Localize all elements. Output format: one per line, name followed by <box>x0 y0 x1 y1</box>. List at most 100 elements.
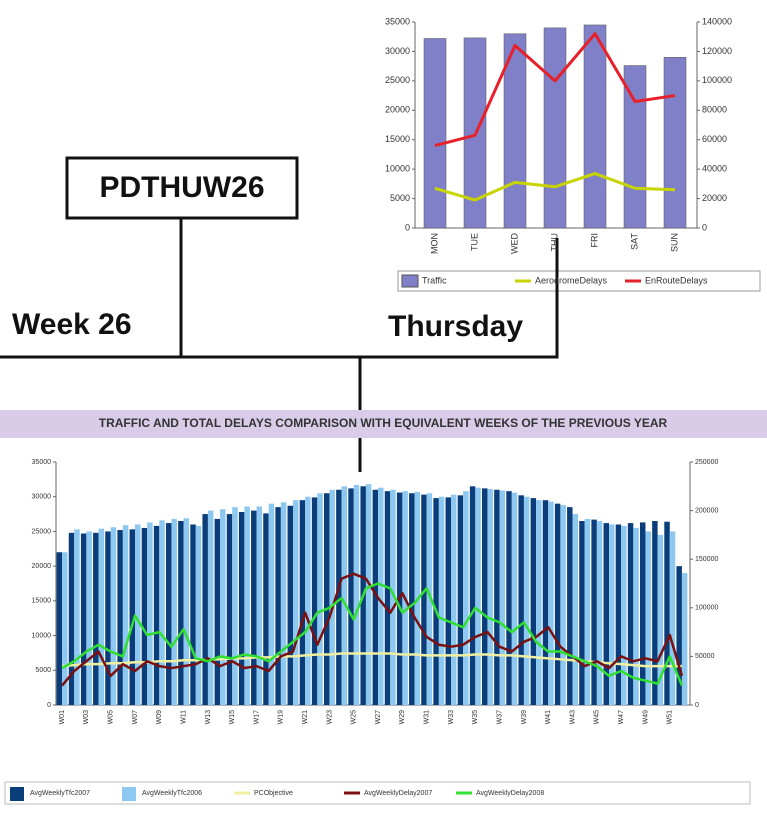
line <box>434 172 676 202</box>
bar <box>548 501 554 705</box>
y-tick-label: 15000 <box>32 598 52 605</box>
y-tick-label: 25000 <box>385 75 410 85</box>
x-tick-label: W45 <box>594 710 601 725</box>
bar <box>499 490 506 705</box>
bar <box>669 531 676 705</box>
bar <box>433 498 439 705</box>
bar <box>171 518 177 705</box>
bar <box>141 527 148 705</box>
legend-swatch <box>401 274 419 288</box>
bar <box>579 521 585 705</box>
y-tick-label: 30000 <box>385 46 410 56</box>
bar <box>591 519 597 705</box>
legend-label: AvgWeeklyTfc2007 <box>30 790 90 797</box>
y-tick-label: 30000 <box>32 494 52 501</box>
y-tick-label: 20000 <box>385 105 410 115</box>
bar <box>567 507 573 705</box>
line <box>434 32 676 148</box>
bar <box>178 521 184 705</box>
y2-tick-label: 100000 <box>695 605 718 612</box>
legend-label: AerodromeDelays <box>535 275 608 285</box>
bar <box>220 509 226 705</box>
bar <box>463 491 469 705</box>
bar <box>153 525 160 705</box>
x-tick-label: W21 <box>302 710 309 725</box>
bar <box>657 534 664 705</box>
x-tick-label: FRI <box>589 233 599 248</box>
bar <box>536 500 542 705</box>
x-tick-label: W49 <box>642 710 649 725</box>
y2-tick-label: 20000 <box>702 193 727 203</box>
bar <box>518 495 524 705</box>
bar <box>214 518 221 705</box>
bar <box>183 518 190 705</box>
bar <box>645 531 651 705</box>
bar <box>390 489 396 705</box>
x-tick-label: W07 <box>132 710 139 725</box>
x-tick-label: W37 <box>496 710 503 725</box>
bar <box>341 486 348 705</box>
bar <box>311 497 318 705</box>
bar <box>244 506 250 705</box>
bar <box>378 487 384 705</box>
y2-tick-label: 0 <box>695 702 699 709</box>
x-tick-label: W33 <box>448 710 455 725</box>
bar <box>93 532 99 705</box>
bar <box>68 532 75 705</box>
bar <box>336 489 342 705</box>
bar <box>384 491 391 705</box>
x-tick-label: W51 <box>667 710 674 725</box>
bar <box>487 489 493 705</box>
bar <box>681 573 688 705</box>
y-tick-label: 0 <box>47 702 51 709</box>
bar <box>603 523 609 705</box>
bar <box>523 496 530 705</box>
bar <box>226 514 233 705</box>
legend-label: EnRouteDelays <box>645 275 708 285</box>
x-tick-label: W25 <box>351 710 358 725</box>
bar <box>457 495 464 705</box>
x-tick-label: W11 <box>180 710 187 724</box>
bar <box>663 57 687 229</box>
bar <box>117 530 123 705</box>
bar <box>323 493 330 705</box>
bar <box>202 514 208 705</box>
x-tick-label: W27 <box>375 710 382 725</box>
bar <box>110 527 117 705</box>
bar <box>238 511 245 705</box>
x-tick-label: W17 <box>253 710 260 725</box>
bar <box>506 491 512 705</box>
bar <box>299 500 306 705</box>
x-tick-label: W23 <box>326 710 333 725</box>
x-tick-label: MON <box>429 233 439 254</box>
y2-tick-label: 80000 <box>702 105 727 115</box>
week-label: Week 26 <box>12 308 132 341</box>
bar <box>159 520 165 705</box>
x-tick-label: SUN <box>669 233 679 252</box>
bar <box>348 488 354 705</box>
bar <box>317 493 323 705</box>
y-tick-label: 5000 <box>35 667 51 674</box>
x-tick-label: W01 <box>59 710 66 725</box>
bar <box>511 492 518 705</box>
code-box <box>65 156 299 220</box>
bar <box>372 489 379 705</box>
y-tick-label: 0 <box>405 222 410 232</box>
y2-tick-label: 120000 <box>702 46 732 56</box>
bar <box>365 484 372 705</box>
x-tick-label: W03 <box>83 710 90 725</box>
x-tick-label: TUE <box>469 233 479 251</box>
y-tick-label: 10000 <box>32 632 52 639</box>
y2-tick-label: 200000 <box>695 507 718 514</box>
bar <box>481 488 488 705</box>
legend-box <box>4 781 751 805</box>
bar <box>287 505 293 705</box>
bar <box>147 522 153 705</box>
x-tick-label: W35 <box>472 710 479 725</box>
bar <box>86 531 92 705</box>
y-tick-label: 25000 <box>32 528 52 535</box>
bar <box>80 533 87 705</box>
bar <box>560 505 566 705</box>
bar <box>609 524 615 705</box>
x-tick-label: W29 <box>399 710 406 725</box>
